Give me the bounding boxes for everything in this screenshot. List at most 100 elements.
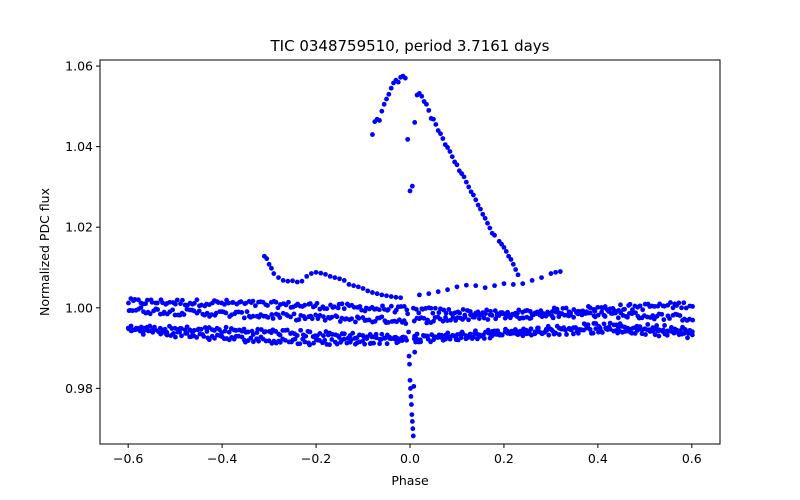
data-point-band-b xyxy=(250,313,256,319)
data-point-band-d xyxy=(686,331,692,336)
data-point-band-b xyxy=(213,310,219,316)
data-point-upper-arc xyxy=(426,291,432,297)
data-point-band-b xyxy=(147,311,153,317)
data-point-upper-arc xyxy=(299,278,305,284)
data-point-band-d xyxy=(564,332,569,337)
data-point-upper-arc xyxy=(294,279,300,285)
data-point-band-d xyxy=(206,337,212,343)
data-point-band-a xyxy=(428,305,434,311)
data-point-band-d xyxy=(460,331,466,337)
data-point-band-a xyxy=(457,310,463,316)
data-point-band-a xyxy=(307,301,313,306)
y-tick-label: 1.00 xyxy=(65,300,93,315)
data-point-band-c xyxy=(645,322,651,327)
data-point-flare xyxy=(379,108,385,114)
data-point-dip xyxy=(414,331,420,337)
x-tick-label: −0.6 xyxy=(113,451,143,466)
data-point-band-d xyxy=(173,334,178,340)
data-point-flare xyxy=(454,162,460,168)
x-tick-label: −0.2 xyxy=(301,451,331,466)
data-point-band-b xyxy=(239,310,245,315)
data-point-band-b xyxy=(288,314,293,320)
data-point-upper-arc xyxy=(266,261,272,267)
data-point-band-d xyxy=(643,332,648,337)
data-point-upper-arc xyxy=(393,294,399,300)
data-point-upper-arc xyxy=(271,271,277,276)
data-point-band-c xyxy=(250,332,256,337)
data-point-upper-arc xyxy=(346,282,352,287)
data-point-band-d xyxy=(585,324,590,330)
data-point-band-b xyxy=(181,312,187,317)
data-point-band-a xyxy=(149,299,155,305)
data-point-band-b xyxy=(545,310,551,316)
data-point-band-d xyxy=(652,332,658,338)
data-point-band-c xyxy=(223,324,229,330)
data-point-band-b xyxy=(403,321,409,327)
data-point-dip xyxy=(412,349,418,355)
data-point-band-b xyxy=(575,311,581,317)
data-point-upper-arc xyxy=(398,295,404,301)
data-point-band-a xyxy=(339,301,345,307)
data-point-band-b xyxy=(322,317,328,323)
data-point-band-b xyxy=(659,311,665,317)
data-point-band-d xyxy=(553,330,559,336)
data-point-band-b xyxy=(677,313,683,318)
data-point-band-c xyxy=(307,329,313,335)
data-point-band-c xyxy=(607,320,613,326)
data-point-band-c xyxy=(294,333,300,338)
data-point-band-a xyxy=(377,307,382,313)
data-point-band-b xyxy=(196,308,202,314)
data-point-band-d xyxy=(428,339,433,345)
data-point-band-d xyxy=(467,331,473,337)
data-point-upper-arc xyxy=(290,278,295,284)
data-point-band-a xyxy=(154,300,160,306)
data-point-flare xyxy=(412,120,418,125)
data-point-flare xyxy=(480,211,486,217)
data-point-flare xyxy=(402,75,408,81)
data-point-band-a xyxy=(436,310,442,315)
data-point-band-d xyxy=(444,333,450,339)
data-point-band-d xyxy=(322,337,328,343)
data-point-flare xyxy=(492,232,497,238)
data-point-flare xyxy=(463,179,469,185)
data-point-band-b xyxy=(155,307,161,312)
data-point-band-b xyxy=(302,316,308,322)
data-point-band-a xyxy=(668,300,673,305)
data-point-band-a xyxy=(332,304,337,310)
data-point-band-b xyxy=(269,312,275,317)
data-point-band-d xyxy=(400,334,406,340)
data-point-band-b xyxy=(334,314,340,320)
data-point-band-b xyxy=(431,318,436,324)
data-point-upper-arc xyxy=(553,269,559,275)
data-point-band-a xyxy=(592,308,598,314)
data-point-band-b xyxy=(296,317,302,322)
data-point-band-b xyxy=(550,315,556,321)
data-point-band-b xyxy=(320,314,326,319)
data-point-band-d xyxy=(250,339,256,345)
data-point-band-a xyxy=(676,300,682,306)
data-point-band-c xyxy=(654,323,660,328)
data-point-band-d xyxy=(435,335,441,340)
data-point-band-a xyxy=(679,305,684,311)
data-point-flare xyxy=(431,116,436,122)
data-point-band-a xyxy=(460,307,466,312)
data-point-flare xyxy=(426,107,432,113)
data-point-band-d xyxy=(549,327,555,333)
data-point-band-d xyxy=(184,330,190,336)
data-point-band-a xyxy=(230,300,236,305)
x-axis: −0.6 −0.4 −0.2 0.0 0.2 0.4 0.6 xyxy=(113,444,702,466)
data-point-flare xyxy=(388,85,394,91)
data-point-band-a xyxy=(484,307,490,313)
data-point-band-b xyxy=(602,314,608,319)
data-point-band-d xyxy=(171,331,176,336)
data-point-band-c xyxy=(350,330,356,336)
data-point-band-b xyxy=(507,315,513,321)
data-point-band-d xyxy=(140,331,146,337)
x-tick-label: 0.6 xyxy=(682,451,702,466)
data-point-band-d xyxy=(277,339,283,345)
data-point-band-d xyxy=(526,329,532,334)
data-point-upper-arc xyxy=(463,282,469,288)
data-point-band-c xyxy=(262,329,268,334)
data-point-band-b xyxy=(587,310,593,316)
data-point-band-d xyxy=(256,338,261,344)
